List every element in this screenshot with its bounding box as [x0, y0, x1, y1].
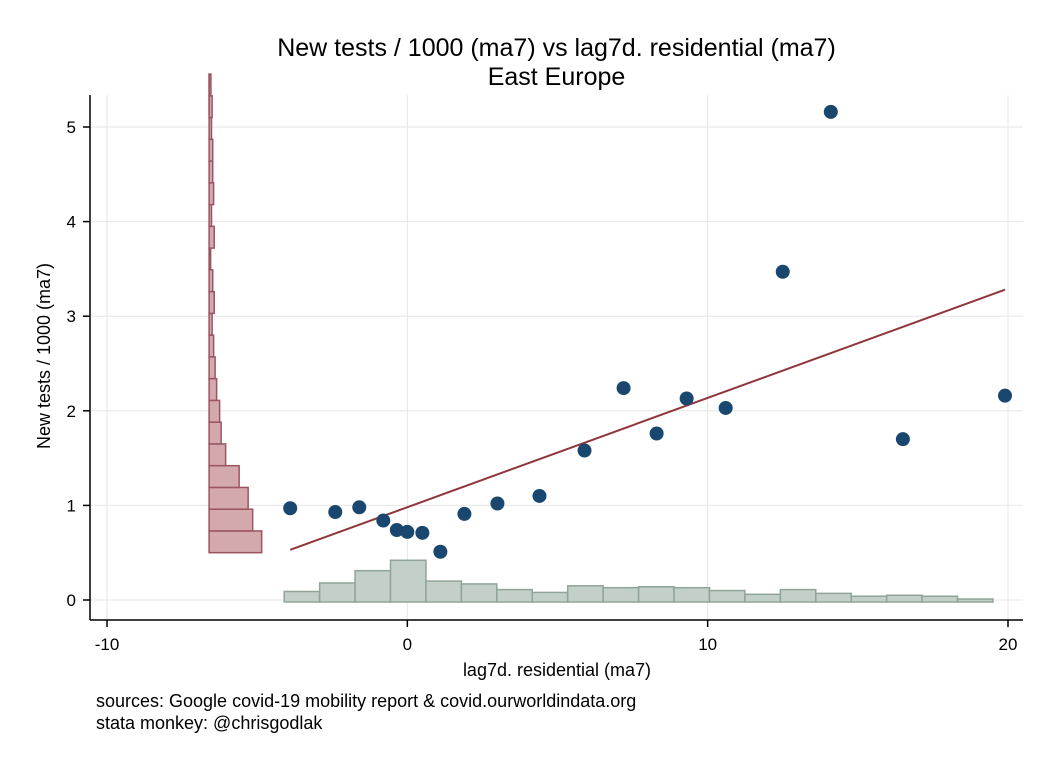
y-tick-label: 2	[67, 402, 76, 421]
y-axis-title: New tests / 1000 (ma7)	[34, 263, 54, 449]
scatter-points	[283, 104, 1012, 559]
x-tick-label: -10	[95, 635, 120, 654]
data-point	[718, 400, 733, 415]
y-histogram-bar	[208, 269, 214, 293]
data-point	[823, 104, 838, 119]
data-point	[433, 544, 448, 559]
x-histogram-bar	[779, 588, 817, 603]
chart-title: New tests / 1000 (ma7) vs lag7d. residen…	[277, 34, 836, 62]
x-histogram-bar	[389, 559, 427, 603]
x-histogram-bar	[318, 582, 356, 603]
data-point	[679, 391, 694, 406]
x-histogram-bar	[921, 595, 959, 603]
data-point	[649, 426, 664, 441]
axes	[83, 95, 1023, 627]
x-histogram-bar	[531, 591, 569, 603]
y-tick-label: 3	[67, 307, 76, 326]
y-tick-label: 1	[67, 496, 76, 515]
fit-line	[289, 288, 1006, 551]
y-histogram-bar	[208, 356, 216, 380]
y-histogram-bar	[208, 290, 215, 315]
x-histogram-bar	[460, 583, 498, 603]
y-histogram-bar	[208, 334, 215, 358]
x-histogram-bar	[637, 586, 675, 603]
y-histogram-bar	[208, 247, 212, 271]
x-histogram-bar	[354, 569, 392, 603]
x-histogram-bar	[744, 593, 782, 603]
y-histogram-bar	[208, 138, 214, 162]
x-histogram-bar	[708, 589, 746, 603]
data-point	[532, 488, 547, 503]
y-histogram-bar	[208, 421, 222, 445]
data-point	[577, 443, 592, 458]
y-histogram-bar	[208, 399, 221, 423]
data-point	[283, 501, 298, 516]
source-note: sources: Google covid-19 mobility report…	[96, 691, 637, 711]
y-histogram-bar	[208, 160, 214, 184]
x-histogram-bar	[283, 590, 321, 603]
x-tick-label: 0	[403, 635, 412, 654]
y-tick-label: 0	[67, 591, 76, 610]
x-histogram-bar	[602, 586, 640, 603]
data-point	[415, 525, 430, 540]
y-histogram-bar	[208, 182, 215, 206]
y-histogram-bar	[208, 530, 263, 554]
x-tick-label: 10	[698, 635, 717, 654]
data-point	[376, 513, 391, 528]
y-histogram-bar	[208, 508, 254, 532]
data-point	[997, 388, 1012, 403]
y-histogram-bar	[208, 377, 218, 402]
data-point	[457, 506, 472, 521]
chart-subtitle: East Europe	[487, 63, 626, 91]
data-point	[352, 500, 367, 515]
y-histogram-bar	[208, 464, 240, 489]
tick-labels: -10 0 10 20 0 1 2 3 4 5	[67, 118, 1018, 654]
data-point	[775, 264, 790, 279]
x-histogram-bar	[815, 592, 852, 603]
credit-note: stata monkey: @chrisgodlak	[96, 713, 323, 733]
y-tick-label: 5	[67, 118, 76, 137]
y-histogram	[208, 73, 263, 554]
x-histogram-bar	[425, 580, 463, 603]
data-point	[400, 524, 415, 539]
y-histogram-bar	[208, 225, 215, 249]
x-histogram-bar	[956, 598, 994, 603]
y-histogram-bar	[208, 312, 213, 336]
data-point	[490, 496, 505, 511]
data-point	[328, 505, 343, 520]
y-histogram-bar	[208, 443, 227, 467]
data-point	[389, 522, 404, 537]
x-histogram-bar	[496, 588, 534, 603]
y-tick-label: 4	[67, 213, 76, 232]
x-histogram-bar	[566, 585, 604, 603]
x-histogram-bar	[850, 595, 888, 603]
fit-line-group	[289, 288, 1006, 551]
x-histogram-bar	[673, 586, 711, 603]
x-axis-title: lag7d. residential (ma7)	[463, 660, 651, 680]
x-histogram-bar	[885, 594, 923, 603]
x-tick-label: 20	[999, 635, 1018, 654]
y-histogram-bar	[208, 203, 213, 228]
y-histogram-bar	[208, 486, 249, 510]
data-point	[895, 432, 910, 447]
x-histogram	[283, 559, 994, 603]
data-point	[616, 381, 631, 396]
y-histogram-bar	[208, 116, 213, 141]
